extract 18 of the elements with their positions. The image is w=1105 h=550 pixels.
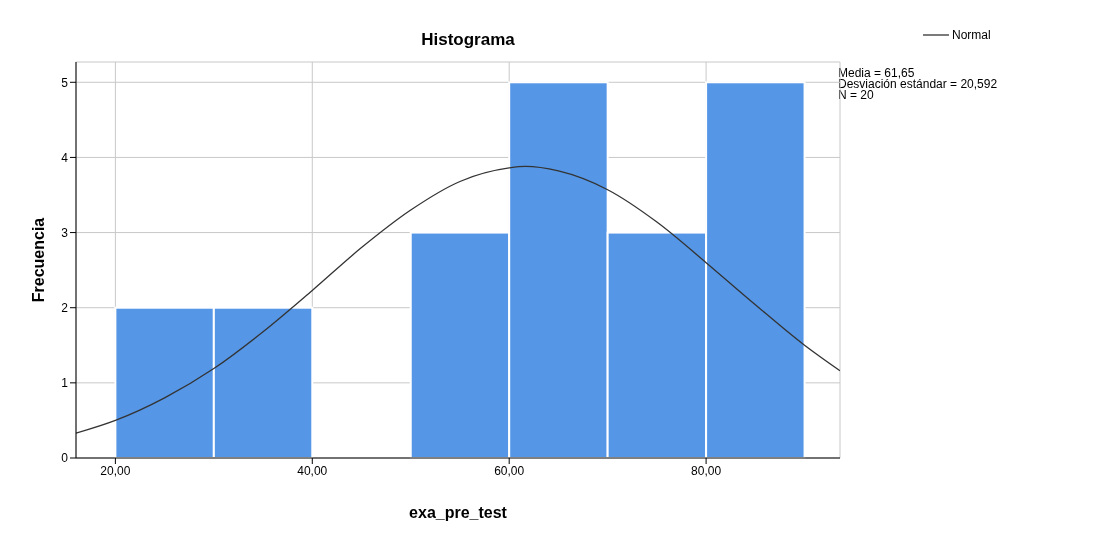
line-series: [76, 165, 840, 434]
y-tick-label: 5: [61, 75, 69, 90]
y-tick-label: 4: [61, 150, 69, 165]
x-tick-label: 20,00: [100, 463, 131, 478]
y-tick-label: 2: [61, 300, 69, 315]
y-axis-title: Frecuencia: [29, 217, 47, 303]
x-tick-label: 80,00: [691, 463, 722, 478]
legend-label: Normal: [952, 28, 991, 42]
y-tick-label: 1: [61, 376, 69, 391]
annotation: Media = 61,65: [838, 66, 915, 80]
x-tick-label: 40,00: [297, 463, 328, 478]
y-tick-label: 0: [61, 451, 69, 466]
annotation: Desviación estándar = 20,592: [838, 77, 998, 91]
x-axis-title: exa_pre_test: [409, 504, 508, 521]
y-tick-label: 3: [61, 225, 69, 240]
chart-title: Histograma: [421, 30, 515, 49]
x-tick-label: 60,00: [494, 463, 525, 478]
annotation: N = 20: [838, 88, 875, 102]
